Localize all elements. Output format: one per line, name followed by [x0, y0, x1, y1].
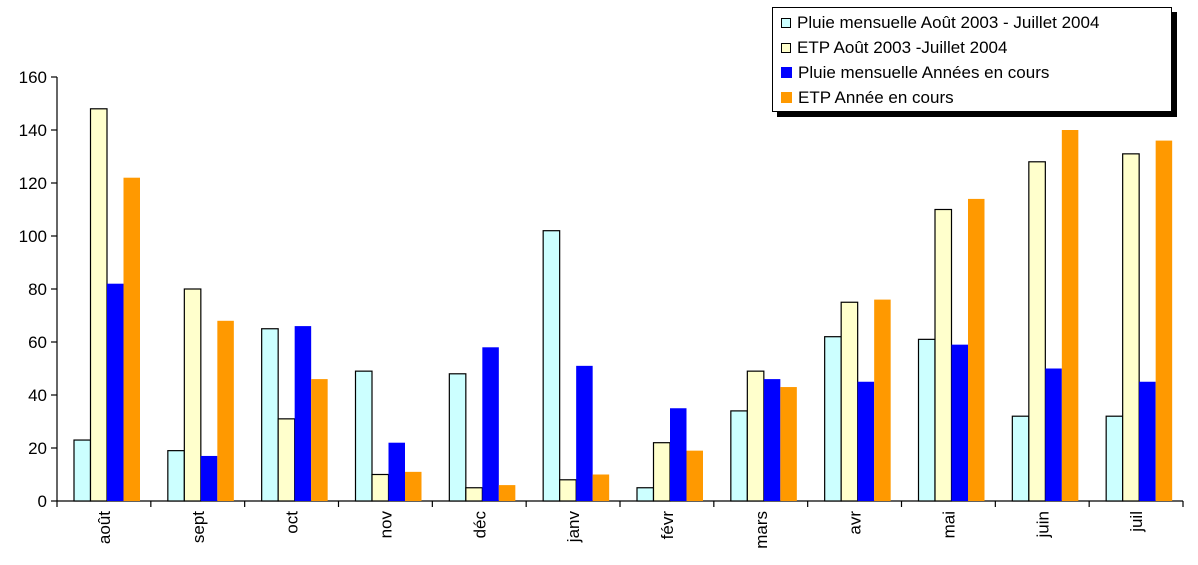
- bars: [73, 108, 1173, 502]
- legend-item: Pluie mensuelle Août 2003 - Juillet 2004: [781, 10, 1171, 35]
- bar: [1011, 415, 1030, 502]
- bar: [951, 344, 968, 501]
- bar: [1155, 140, 1173, 501]
- legend-item: ETP Année en cours: [781, 85, 1171, 110]
- bar: [123, 177, 140, 501]
- y-tick-label: 20: [28, 439, 47, 458]
- x-tick-label: oct: [283, 511, 302, 534]
- bar: [183, 288, 202, 502]
- legend-swatch-etp-2003: [781, 42, 791, 53]
- bar: [405, 471, 422, 501]
- y-tick-label: 140: [19, 121, 47, 140]
- bar: [1061, 130, 1079, 501]
- bar: [217, 320, 234, 501]
- bar: [498, 485, 516, 501]
- bar: [686, 450, 703, 501]
- bar: [592, 474, 610, 501]
- bar: [824, 336, 842, 502]
- bar: [371, 473, 390, 502]
- x-tick-label: mars: [752, 511, 771, 549]
- legend-label: Pluie mensuelle Années en cours: [798, 62, 1050, 82]
- bar: [388, 442, 405, 501]
- bar: [167, 450, 185, 502]
- x-tick-label: déc: [470, 511, 489, 539]
- bar: [1045, 368, 1062, 501]
- bar: [576, 365, 593, 501]
- bar: [482, 347, 499, 501]
- x-tick-label: juil: [1127, 511, 1146, 533]
- legend-swatch-etp-courant: [781, 92, 792, 103]
- bar: [1028, 161, 1046, 502]
- bar: [670, 408, 687, 501]
- bar: [542, 230, 561, 502]
- y-tick-label: 60: [28, 333, 47, 352]
- legend-item: Pluie mensuelle Années en cours: [781, 60, 1171, 85]
- x-axis: août sept oct nov déc janv févr mars avr mai juin j…: [56, 500, 1184, 549]
- x-tick-label: nov: [376, 511, 395, 539]
- bar: [294, 326, 312, 501]
- bar: [636, 487, 655, 502]
- bar: [261, 328, 279, 502]
- bar: [107, 283, 124, 501]
- bar: [277, 418, 296, 502]
- bar: [448, 373, 467, 502]
- y-tick-label: 100: [19, 227, 47, 246]
- bar: [780, 387, 797, 501]
- bar: [968, 198, 985, 501]
- bar: [934, 208, 953, 502]
- legend-swatch-pluie-courant: [781, 67, 792, 78]
- bar: [874, 299, 891, 501]
- y-tick-label: 0: [38, 492, 47, 511]
- x-tick-label: sept: [189, 511, 208, 543]
- bar: [730, 410, 748, 502]
- bar: [746, 370, 765, 502]
- bar: [763, 379, 781, 501]
- legend-label: ETP Août 2003 -Juillet 2004: [797, 37, 1008, 57]
- legend-swatch-pluie-2003: [781, 17, 791, 28]
- bar: [200, 455, 218, 501]
- bar: [1122, 153, 1140, 502]
- x-tick-label: janv: [564, 511, 583, 544]
- bar: [465, 487, 483, 502]
- y-axis: 0 20 40 60 80 100 120 140 160: [19, 68, 58, 511]
- bar: [559, 479, 577, 502]
- legend: Pluie mensuelle Août 2003 - Juillet 2004…: [772, 7, 1172, 112]
- bar: [311, 379, 328, 501]
- y-tick-label: 160: [19, 68, 47, 87]
- bar: [354, 370, 373, 502]
- x-tick-label: févr: [658, 511, 677, 540]
- x-tick-label: juin: [1033, 511, 1052, 538]
- bar: [1105, 415, 1124, 502]
- legend-item: ETP Août 2003 -Juillet 2004: [781, 35, 1171, 60]
- y-tick-label: 40: [28, 386, 47, 405]
- x-tick-label: mai: [939, 511, 958, 538]
- bar: [89, 108, 108, 502]
- y-tick-label: 80: [28, 280, 47, 299]
- y-tick-label: 120: [19, 174, 47, 193]
- bar: [857, 381, 875, 501]
- legend-label: Pluie mensuelle Août 2003 - Juillet 2004: [797, 12, 1100, 32]
- bar: [917, 338, 936, 502]
- bar: [1139, 381, 1156, 501]
- bar: [652, 442, 671, 502]
- x-tick-label: août: [95, 511, 114, 544]
- bar: [73, 439, 92, 502]
- legend-label: ETP Année en cours: [798, 87, 954, 107]
- x-tick-label: avr: [846, 511, 865, 535]
- bar: [840, 301, 859, 502]
